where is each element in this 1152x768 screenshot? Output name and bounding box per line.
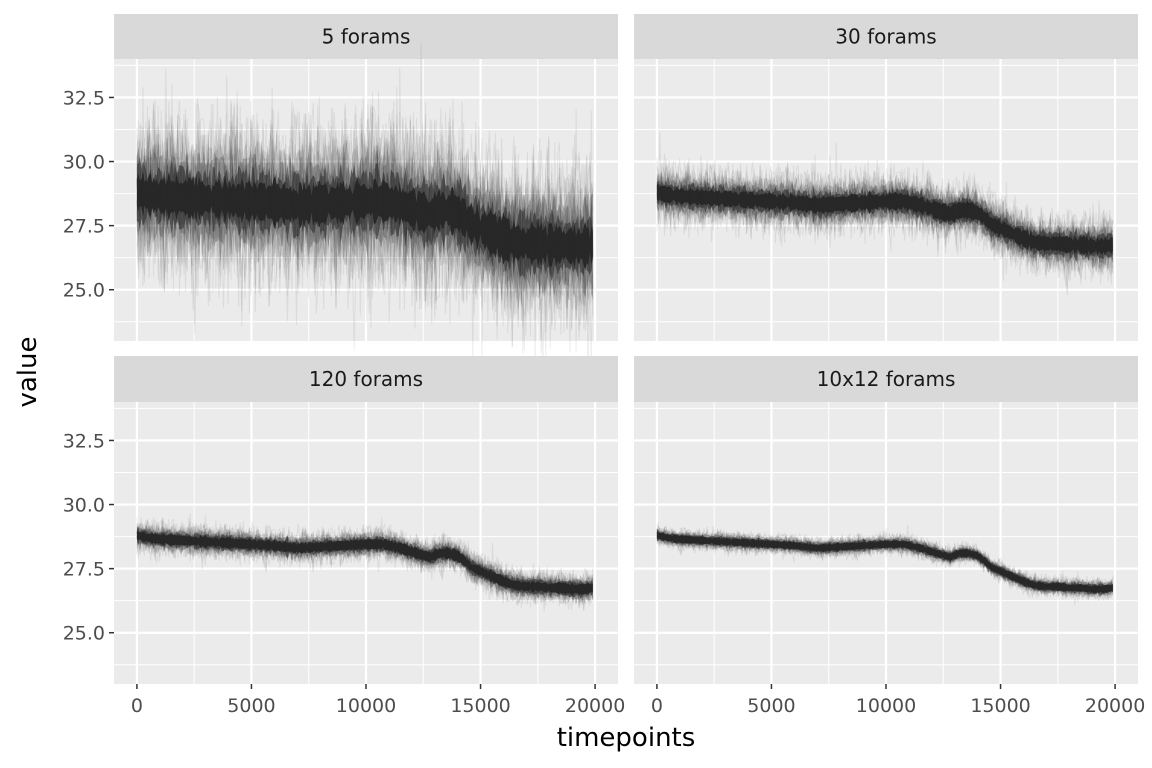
series-line xyxy=(136,525,594,606)
facet-title: 30 forams xyxy=(835,25,936,49)
x-axis-title: timepoints xyxy=(557,723,696,753)
facet-strip xyxy=(634,356,1138,402)
series-line xyxy=(136,102,594,317)
x-tick-label: 10000 xyxy=(856,695,916,717)
y-tick-label: 27.5 xyxy=(63,559,105,581)
facet-title: 5 forams xyxy=(322,25,411,49)
facet-strip xyxy=(634,14,1138,59)
series-band xyxy=(656,532,1113,594)
facet-title: 120 forams xyxy=(309,367,423,391)
facet-strip xyxy=(114,356,618,402)
x-tick-label: 0 xyxy=(131,695,143,717)
x-tick-label: 0 xyxy=(651,695,663,717)
facet-panel: 5 forams xyxy=(114,14,618,386)
x-tick-label: 20000 xyxy=(1085,695,1145,717)
x-tick-label: 20000 xyxy=(565,695,625,717)
y-tick-label: 30.0 xyxy=(63,495,105,517)
series-line xyxy=(656,168,1114,275)
y-axis-title: value xyxy=(13,336,43,407)
panels-layer: 5 forams 30 forams 120 forams 10x12 forams xyxy=(114,14,1138,684)
x-tick-label: 5000 xyxy=(747,695,795,717)
axes-layer: 25.0 27.5 30.0 32.5 25.0 27.5 30.0 32.5 0 5000 100… xyxy=(63,87,1146,717)
facet-panel: 120 forams xyxy=(114,356,618,684)
x-tick-label: 10000 xyxy=(336,695,396,717)
y-tick-label: 32.5 xyxy=(63,430,105,452)
y-tick-label: 27.5 xyxy=(63,216,105,238)
series-band xyxy=(136,170,593,271)
y-tick-label: 32.5 xyxy=(63,87,105,109)
facet-strip xyxy=(114,14,618,59)
y-tick-label: 25.0 xyxy=(63,280,105,302)
x-tick-label: 15000 xyxy=(970,695,1030,717)
series-band xyxy=(656,184,1113,257)
series-band xyxy=(136,531,593,595)
series-line xyxy=(656,528,1114,602)
series-line xyxy=(136,115,594,331)
series-line xyxy=(656,163,1114,295)
facet-panel: 10x12 forams xyxy=(634,356,1138,684)
y-tick-label: 25.0 xyxy=(63,623,105,645)
facet-title: 10x12 forams xyxy=(817,367,956,391)
x-tick-label: 15000 xyxy=(450,695,510,717)
series-band xyxy=(656,166,1113,274)
x-tick-label: 5000 xyxy=(227,695,275,717)
series-line xyxy=(656,131,1114,276)
facet-panel: 30 forams xyxy=(634,14,1138,341)
y-tick-label: 30.0 xyxy=(63,152,105,174)
